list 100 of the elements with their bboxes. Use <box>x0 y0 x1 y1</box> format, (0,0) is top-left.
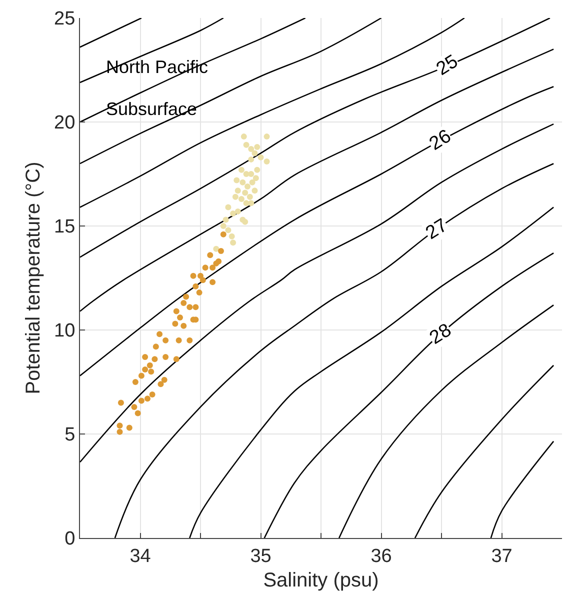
point <box>248 146 254 152</box>
point <box>243 142 250 148</box>
point <box>249 179 256 186</box>
point <box>230 240 236 246</box>
point <box>173 356 180 362</box>
y-tick-label: 0 <box>64 528 76 550</box>
point <box>207 252 214 258</box>
annotation: 27 <box>422 214 452 244</box>
point <box>173 308 180 314</box>
line-series <box>80 48 554 312</box>
point <box>200 277 206 284</box>
point <box>225 227 232 234</box>
point <box>156 331 163 338</box>
point <box>264 158 270 165</box>
annotation: 26 <box>426 126 455 155</box>
x-axis-title: Salinity (psu) <box>263 569 379 592</box>
y-tick-label: 15 <box>54 216 76 238</box>
x-tick-label: 35 <box>250 546 272 567</box>
point <box>131 404 138 410</box>
x-tick-label: 36 <box>370 546 392 567</box>
point <box>238 166 244 173</box>
point <box>162 337 169 344</box>
point <box>132 379 138 385</box>
point <box>213 246 220 252</box>
annotation: 25 <box>432 51 462 80</box>
point <box>172 320 178 327</box>
point <box>158 381 164 388</box>
point <box>180 322 187 329</box>
point <box>248 156 254 162</box>
point <box>138 372 144 379</box>
point <box>254 144 260 150</box>
point <box>142 354 148 360</box>
point <box>238 196 244 202</box>
point <box>190 272 196 279</box>
y-tick-label: 20 <box>54 112 76 134</box>
point <box>222 216 229 223</box>
point <box>180 300 187 306</box>
point <box>220 223 226 229</box>
point <box>148 368 154 375</box>
point <box>183 294 190 300</box>
point <box>126 424 132 431</box>
y-tick-label: 5 <box>64 424 76 446</box>
point <box>228 233 235 240</box>
line-series <box>80 18 382 164</box>
point <box>116 428 123 435</box>
line-series <box>80 18 466 208</box>
line-series <box>80 18 551 258</box>
point <box>138 398 144 404</box>
x-tick-label: 34 <box>130 546 152 567</box>
point <box>161 376 168 383</box>
point <box>242 218 248 225</box>
point <box>242 190 248 196</box>
point <box>196 290 202 296</box>
line-series <box>414 364 554 538</box>
line-series <box>80 18 306 123</box>
point <box>220 231 226 238</box>
point <box>252 150 258 156</box>
point <box>116 422 123 429</box>
point <box>118 400 124 406</box>
point <box>176 337 182 344</box>
point <box>186 304 193 310</box>
point <box>248 200 254 206</box>
point <box>248 171 254 177</box>
line-series <box>80 123 554 463</box>
point <box>216 258 222 264</box>
point <box>177 314 184 321</box>
annotation: 28 <box>426 320 456 349</box>
y-tick-label: 25 <box>54 8 76 30</box>
point <box>218 248 224 254</box>
y-axis-title: Potential temperature (°C) <box>22 162 45 394</box>
point <box>234 177 240 184</box>
point <box>134 410 141 416</box>
point <box>240 179 246 186</box>
point <box>246 194 253 200</box>
point <box>192 304 199 310</box>
point <box>149 391 156 398</box>
line-series <box>80 18 224 84</box>
point <box>186 337 193 344</box>
line-series <box>189 206 554 538</box>
point <box>252 188 258 194</box>
line-series <box>338 304 554 538</box>
point <box>146 362 153 368</box>
y-tick-label: 10 <box>54 320 76 342</box>
point <box>162 354 169 360</box>
point <box>264 134 270 140</box>
point <box>144 396 150 402</box>
point <box>152 344 159 350</box>
line-series <box>114 162 554 538</box>
point <box>232 194 238 200</box>
point <box>152 356 158 362</box>
point <box>202 264 208 271</box>
point <box>234 208 241 214</box>
point <box>258 154 264 160</box>
point <box>142 366 148 373</box>
point <box>210 279 216 286</box>
point <box>244 183 250 190</box>
point <box>240 134 247 140</box>
point <box>254 166 260 173</box>
point <box>230 210 236 217</box>
line-series <box>80 86 554 376</box>
